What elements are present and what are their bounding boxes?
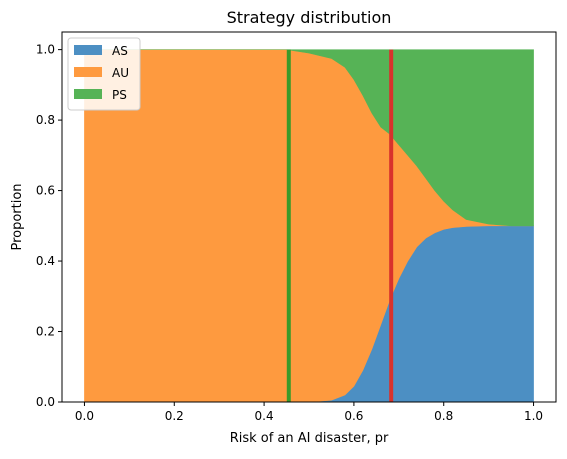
legend-swatch-ps: [74, 89, 102, 99]
legend-label-as: AS: [112, 44, 128, 58]
legend-label-ps: PS: [112, 88, 127, 102]
area-ps: [84, 49, 534, 227]
y-tick-label: 0.8: [36, 113, 55, 127]
legend-label-au: AU: [112, 66, 129, 80]
x-tick-label: 0.0: [75, 409, 94, 423]
legend: AS AU PS: [67, 37, 141, 111]
stacked-areas: [84, 49, 534, 403]
x-axis-label: Risk of an AI disaster, pr: [230, 431, 389, 446]
x-tick-label: 0.6: [344, 409, 363, 423]
y-tick-label: 1.0: [36, 43, 55, 57]
legend-swatch-au: [74, 67, 102, 77]
y-tick-label: 0.6: [36, 184, 55, 198]
y-axis-label: Proportion: [10, 183, 25, 250]
y-axis: 0.0 0.2 0.4 0.6 0.8 1.0: [36, 43, 62, 409]
x-axis: 0.0 0.2 0.4 0.6 0.8 1.0: [75, 402, 543, 423]
x-tick-label: 0.8: [434, 409, 453, 423]
x-tick-label: 0.2: [165, 409, 184, 423]
legend-swatch-as: [74, 45, 102, 55]
plot-frame: [61, 31, 557, 403]
y-tick-label: 0.0: [36, 395, 55, 409]
vertical-markers: [286, 49, 394, 402]
x-tick-label: 0.4: [255, 409, 274, 423]
chart-title: Strategy distribution: [227, 8, 392, 27]
y-tick-label: 0.4: [36, 254, 55, 268]
y-tick-label: 0.2: [36, 325, 55, 339]
x-tick-label: 1.0: [524, 409, 543, 423]
